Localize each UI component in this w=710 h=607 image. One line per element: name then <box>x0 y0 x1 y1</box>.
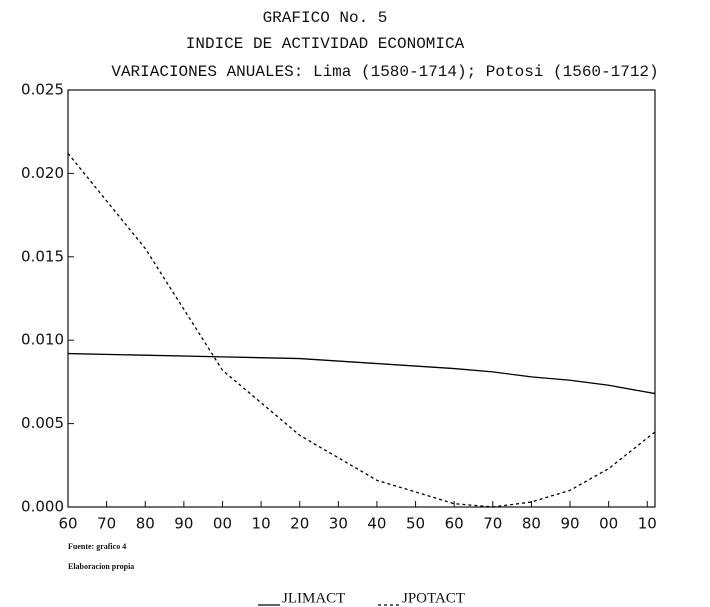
x-tick-label: 10 <box>252 515 271 533</box>
x-tick-label: 00 <box>213 515 232 533</box>
y-tick-label: 0.000 <box>21 498 64 516</box>
x-tick-label: 10 <box>638 515 657 533</box>
y-tick-label: 0.020 <box>21 164 64 182</box>
legend-label: JPOTACT <box>402 590 465 606</box>
series-line <box>67 352 656 395</box>
x-tick-label: 90 <box>560 515 579 533</box>
x-tick-label: 80 <box>522 515 541 533</box>
note: Fuente: grafico 4 <box>68 542 126 551</box>
x-tick-label: 70 <box>97 515 116 533</box>
x-tick-label: 20 <box>290 515 309 533</box>
x-tick-label: 00 <box>599 515 618 533</box>
x-tick-label: 60 <box>58 515 77 533</box>
x-tick-label: 70 <box>483 515 502 533</box>
y-tick-label: 0.005 <box>21 414 64 432</box>
x-tick-label: 50 <box>406 515 425 533</box>
y-tick-label: 0.015 <box>21 247 64 265</box>
note: Elaboracion propia <box>68 562 134 571</box>
x-tick-label: 80 <box>136 515 155 533</box>
legend-label: JLIMACT <box>282 590 345 606</box>
x-tick-label: 90 <box>174 515 193 533</box>
chart-subtitle: VARIACIONES ANUALES: Lima (1580-1714); P… <box>111 63 658 81</box>
x-tick-label: 30 <box>329 515 348 533</box>
y-tick-label: 0.010 <box>21 331 64 349</box>
series-line <box>67 152 656 508</box>
plot-frame <box>67 89 656 508</box>
y-tick-label: 0.025 <box>21 81 64 99</box>
chart-title: INDICE DE ACTIVIDAD ECONOMICA <box>186 35 465 53</box>
chart-title: GRAFICO No. 5 <box>263 9 388 27</box>
x-tick-label: 40 <box>367 515 386 533</box>
x-tick-label: 60 <box>445 515 464 533</box>
